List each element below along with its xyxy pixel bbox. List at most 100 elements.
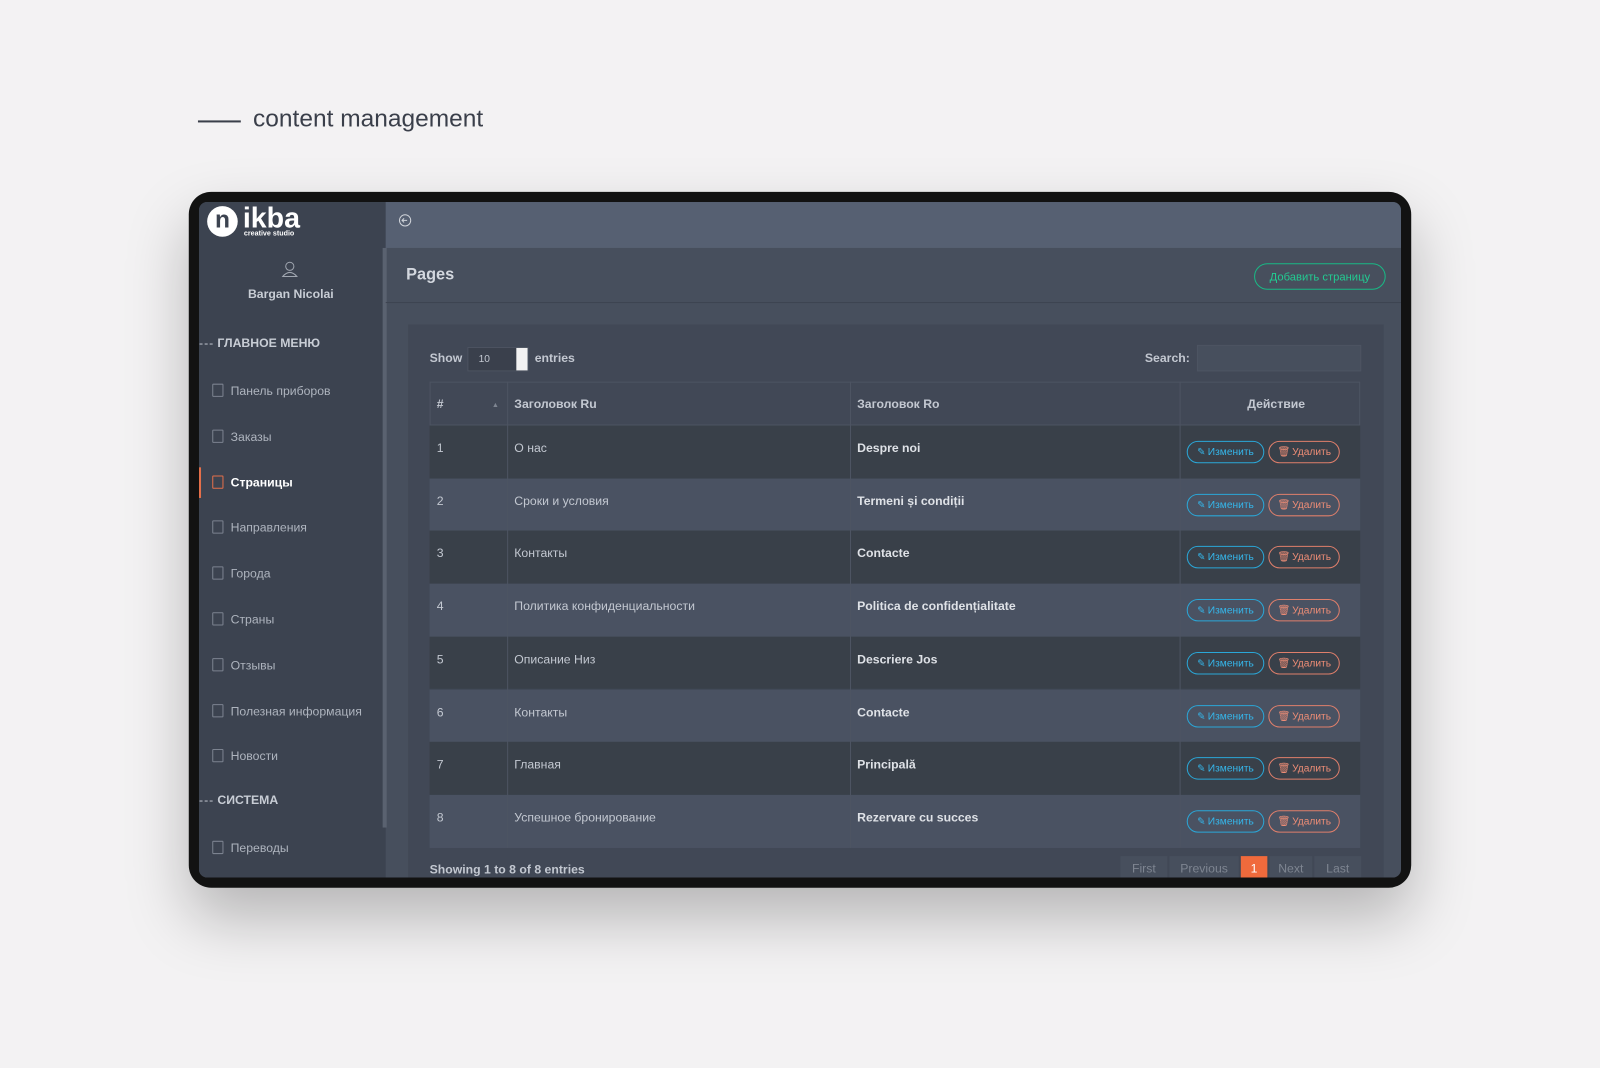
menu-label: Переводы	[230, 840, 289, 856]
delete-button[interactable]: 🗑 Удалить	[1268, 651, 1340, 675]
table-cell: Сроки и условия	[514, 493, 609, 508]
page-button[interactable]: Next	[1269, 855, 1313, 878]
menu-label: Полезная информация	[230, 703, 362, 718]
screen: n ikba creative studio Bargan Nicolai --…	[198, 202, 1402, 878]
menu-item[interactable]: Заказы	[199, 421, 383, 452]
user-icon	[281, 261, 298, 278]
delete-button[interactable]: 🗑 Удалить	[1268, 599, 1340, 622]
page-title: Pages	[406, 266, 455, 284]
section-title: ГЛАВНОЕ МЕНЮ	[217, 335, 321, 350]
edit-icon: ✎	[1197, 605, 1206, 617]
menu-item[interactable]: Панель приборов	[199, 376, 383, 407]
column-divider	[849, 381, 852, 848]
delete-icon: 🗑	[1277, 499, 1291, 511]
menu-icon	[212, 383, 224, 397]
table-cell: Principală	[857, 757, 916, 772]
table-cell: 1	[436, 440, 444, 456]
menu-icon	[212, 475, 224, 489]
table-cell: 6	[436, 704, 444, 719]
table-cell: Contacte	[857, 546, 910, 561]
edit-button[interactable]: ✎ Изменить	[1186, 599, 1265, 622]
device-frame: n ikba creative studio Bargan Nicolai --…	[188, 191, 1412, 888]
page-button[interactable]: 1	[1240, 855, 1268, 878]
menu-label: Города	[230, 566, 271, 581]
menu-icon	[212, 703, 224, 717]
column-divider	[1179, 381, 1181, 848]
menu-label: Панель приборов	[230, 383, 331, 398]
edit-button[interactable]: ✎ Изменить	[1186, 493, 1265, 517]
table-row	[429, 794, 1361, 848]
menu-label: Отзывы	[230, 657, 276, 673]
menu-icon	[212, 566, 224, 580]
table-cell: Главная	[514, 757, 561, 772]
delete-button[interactable]: 🗑 Удалить	[1268, 810, 1340, 833]
delete-button[interactable]: 🗑 Удалить	[1268, 757, 1340, 780]
page-button[interactable]: Last	[1314, 855, 1362, 878]
menu-item[interactable]: Переводы	[199, 833, 383, 864]
section-dashes: ---	[198, 335, 215, 350]
page-button[interactable]: Previous	[1169, 855, 1239, 878]
edit-button[interactable]: ✎ Изменить	[1186, 704, 1265, 728]
table-row	[429, 583, 1361, 637]
menu-item[interactable]: Отзывы	[199, 650, 383, 681]
menu-section-title: --- ГЛАВНОЕ МЕНЮ	[199, 336, 320, 350]
edit-label: Изменить	[1207, 446, 1254, 459]
edit-label: Изменить	[1207, 552, 1254, 564]
search-input[interactable]	[1196, 344, 1362, 372]
edit-label: Изменить	[1207, 499, 1254, 511]
column-header: Заголовок Ro	[857, 396, 940, 412]
delete-button[interactable]: 🗑 Удалить	[1268, 546, 1340, 569]
collapse-button[interactable]	[398, 213, 412, 227]
menu-item[interactable]: Полезная информация	[199, 695, 383, 726]
page-button[interactable]: First	[1120, 855, 1168, 878]
table-row	[429, 742, 1361, 795]
column-header: #	[436, 396, 444, 412]
topbar	[385, 202, 1402, 248]
menu-icon	[212, 612, 224, 626]
table-cell: Despre noi	[857, 440, 921, 456]
table-row	[429, 636, 1361, 690]
add-page-button[interactable]: Добавить страницу	[1254, 263, 1386, 290]
menu-item[interactable]: Страницы	[198, 466, 383, 498]
page-length-select[interactable]: 10	[467, 346, 529, 372]
edit-icon: ✎	[1197, 710, 1206, 722]
edit-button[interactable]: ✎ Изменить	[1186, 546, 1265, 569]
delete-label: Удалить	[1292, 499, 1332, 511]
table-row	[429, 531, 1361, 584]
table-cell: Contacte	[857, 704, 910, 719]
logo-mark: n	[207, 206, 238, 237]
menu-item[interactable]: Новости	[199, 741, 383, 772]
delete-button[interactable]: 🗑 Удалить	[1268, 704, 1340, 728]
delete-label: Удалить	[1292, 446, 1332, 459]
table-row	[429, 425, 1361, 479]
menu-icon	[212, 749, 224, 763]
page-length: 10	[478, 354, 490, 366]
delete-button[interactable]: 🗑 Удалить	[1268, 493, 1340, 517]
edit-button[interactable]: ✎ Изменить	[1186, 440, 1265, 464]
menu-label: Направления	[230, 520, 307, 536]
pagination: First Previous 1 Next Last	[1120, 855, 1362, 878]
table-cell: 8	[436, 810, 444, 825]
edit-button[interactable]: ✎ Изменить	[1186, 651, 1265, 675]
table-cell: Descriere Jos	[857, 651, 938, 667]
delete-icon: 🗑	[1277, 446, 1291, 459]
menu-item[interactable]: Города	[199, 558, 383, 589]
delete-label: Удалить	[1292, 763, 1332, 775]
edit-icon: ✎	[1197, 657, 1206, 670]
sidebar: n ikba creative studio Bargan Nicolai --…	[198, 202, 387, 878]
menu-icon	[212, 840, 224, 855]
menu-icon	[212, 429, 224, 443]
menu-icon	[212, 520, 224, 535]
delete-button[interactable]: 🗑 Удалить	[1268, 440, 1340, 464]
menu-item[interactable]: Направления	[199, 513, 383, 544]
edit-button[interactable]: ✎ Изменить	[1186, 757, 1265, 780]
menu-item[interactable]: Страны	[199, 604, 383, 635]
edit-button[interactable]: ✎ Изменить	[1186, 810, 1265, 833]
section-title: СИСТЕМА	[217, 792, 279, 808]
sort-icon: ▲	[491, 402, 499, 410]
section-dashes: ---	[198, 792, 215, 808]
table-cell: Политика конфиденциальности	[514, 599, 695, 614]
edit-icon: ✎	[1197, 499, 1206, 511]
